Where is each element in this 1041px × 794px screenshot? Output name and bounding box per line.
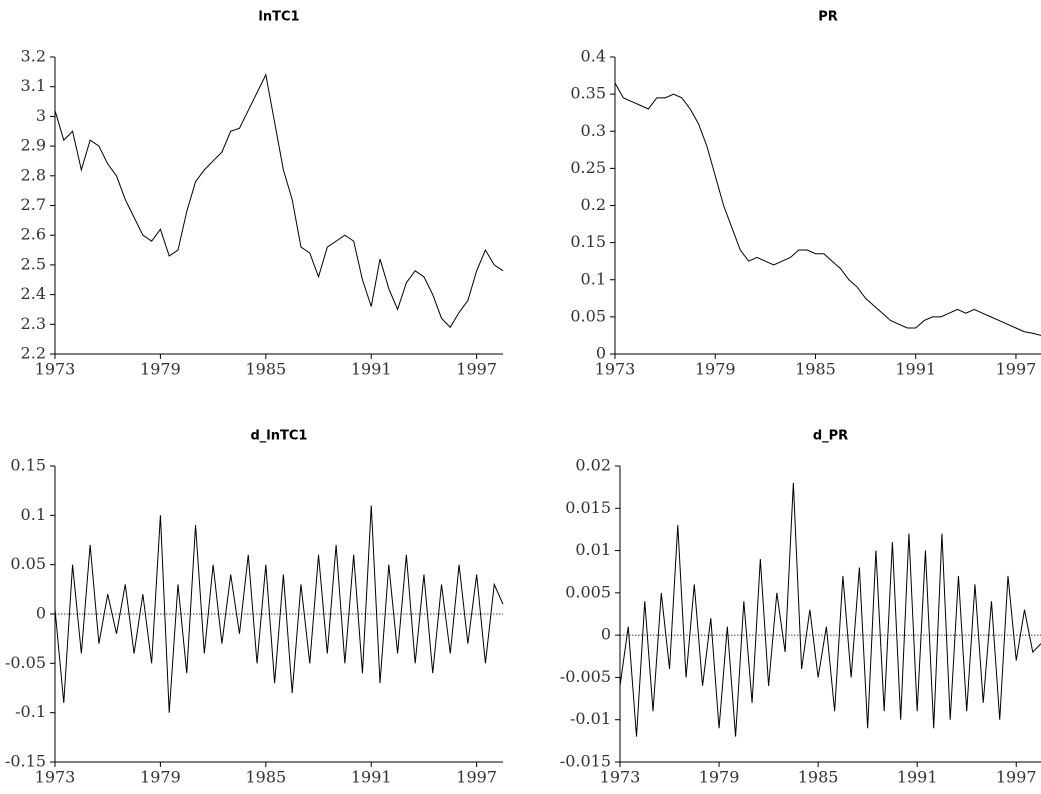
y-tick-label: 0.02	[575, 456, 611, 475]
y-tick-label: -0.15	[5, 752, 46, 771]
y-tick-label: 3.1	[21, 76, 46, 95]
y-tick-label: 2.8	[21, 165, 46, 184]
x-tick-label: 1997	[456, 360, 497, 379]
y-tick-label: 2.9	[21, 136, 46, 155]
y-tick-label: -0.005	[560, 667, 611, 686]
y-tick-label: -0.01	[570, 709, 611, 728]
x-tick-label: 1979	[699, 768, 740, 787]
y-tick-label: 0	[596, 344, 606, 363]
x-tick-label: 1991	[895, 360, 936, 379]
x-tick-label: 1973	[595, 360, 636, 379]
x-tick-label: 1991	[351, 768, 392, 787]
y-tick-label: 0.015	[565, 498, 611, 517]
y-tick-label: 0.25	[570, 158, 606, 177]
y-tick-label: 0.005	[565, 582, 611, 601]
y-tick-label: -0.1	[15, 702, 46, 721]
y-tick-label: 2.6	[21, 225, 46, 244]
chart-title: d_PR	[813, 429, 848, 444]
y-tick-label: 0.35	[570, 84, 606, 103]
x-tick-label: 1985	[798, 768, 839, 787]
data-line	[614, 82, 1041, 336]
x-tick-label: 1985	[245, 768, 286, 787]
x-tick-label: 1985	[795, 360, 836, 379]
y-tick-label: 3.2	[21, 47, 46, 66]
y-tick-label: 0.05	[570, 306, 606, 325]
x-tick-label: 1973	[35, 768, 76, 787]
data-line	[619, 482, 1041, 737]
y-tick-label: 0.4	[581, 47, 606, 66]
y-tick-label: -0.015	[560, 752, 611, 771]
y-tick-label: 0.1	[581, 269, 606, 288]
x-tick-label: 1985	[245, 360, 286, 379]
y-tick-label: 0.1	[21, 505, 46, 524]
chart-title: d_lnTC1	[251, 429, 308, 444]
data-line	[54, 505, 504, 713]
y-tick-label: 0.3	[581, 121, 606, 140]
y-tick-label: -0.05	[5, 653, 46, 672]
x-tick-label: 1997	[996, 768, 1037, 787]
y-tick-label: 0.15	[570, 232, 606, 251]
chart-title: PR	[818, 10, 838, 25]
x-tick-label: 1997	[456, 768, 497, 787]
x-tick-label: 1979	[695, 360, 736, 379]
y-tick-label: 2.2	[21, 344, 46, 363]
chart-title: lnTC1	[258, 10, 299, 25]
x-tick-label: 1991	[351, 360, 392, 379]
y-tick-label: 0.05	[10, 554, 46, 573]
x-tick-label: 1997	[996, 360, 1037, 379]
x-tick-label: 1979	[140, 360, 181, 379]
x-tick-label: 1973	[35, 360, 76, 379]
x-tick-label: 1991	[897, 768, 938, 787]
y-tick-label: 3	[36, 106, 46, 125]
y-tick-label: 2.7	[21, 195, 46, 214]
y-tick-label: 0.01	[575, 540, 611, 559]
y-tick-label: 0	[601, 625, 611, 644]
x-tick-label: 1979	[140, 768, 181, 787]
y-tick-label: 2.4	[21, 284, 46, 303]
y-tick-label: 2.3	[21, 314, 46, 333]
y-tick-label: 0.15	[10, 456, 46, 475]
y-tick-label: 0	[36, 604, 46, 623]
x-tick-label: 1973	[600, 768, 641, 787]
y-tick-label: 0.2	[581, 195, 606, 214]
y-tick-label: 2.5	[21, 254, 46, 273]
data-line	[54, 73, 504, 329]
